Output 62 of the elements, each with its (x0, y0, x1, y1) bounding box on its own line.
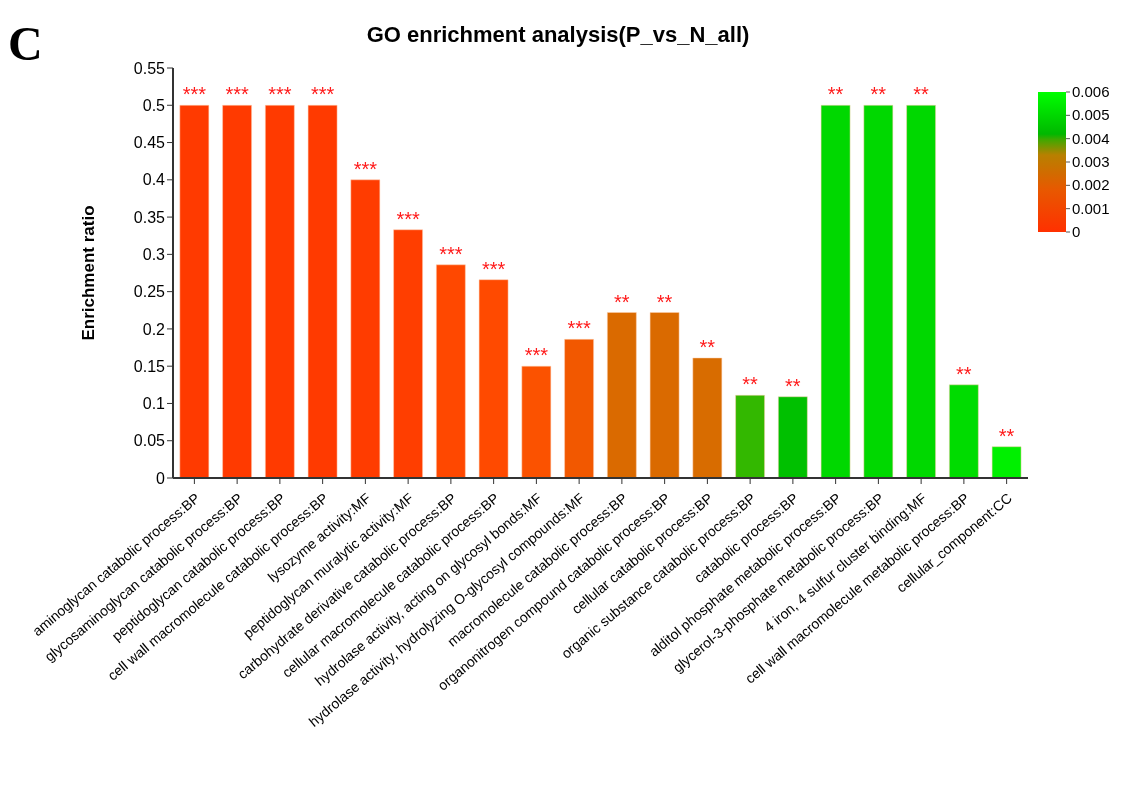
data-label: *** (396, 207, 420, 230)
color-bar-label: 0.006 (1072, 83, 1110, 100)
bar (692, 357, 723, 478)
data-label: ** (785, 374, 801, 397)
data-label: *** (524, 344, 549, 367)
data-label: ** (699, 335, 716, 358)
data-label: *** (225, 83, 249, 106)
y-axis-title: Enrichment ratio (79, 205, 99, 341)
color-bar-label: 0.002 (1072, 176, 1110, 194)
bar (991, 446, 1022, 478)
y-tick-label: 0.4 (142, 171, 166, 189)
data-label: *** (310, 83, 335, 106)
bar (863, 105, 894, 478)
data-label: ** (913, 83, 930, 106)
bar (478, 279, 509, 478)
bar (436, 264, 466, 478)
data-label: ** (827, 83, 844, 106)
data-label: ** (870, 83, 887, 106)
bar (179, 105, 210, 478)
color-bar-label: 0.003 (1072, 153, 1110, 170)
y-tick-label: 0.25 (133, 283, 166, 301)
data-label: *** (567, 317, 591, 340)
data-label: ** (956, 362, 972, 385)
data-label: *** (481, 257, 506, 280)
text: C (8, 16, 43, 71)
y-tick-label: 0.2 (142, 320, 166, 338)
y-tick-label: 0.45 (133, 134, 166, 152)
y-tick-label: 0 (156, 469, 166, 487)
y-tick-label: 0.1 (142, 395, 166, 413)
bar (564, 339, 594, 478)
color-bar-label: 0.005 (1072, 106, 1110, 124)
data-label: ** (998, 424, 1015, 447)
data-label: *** (268, 83, 292, 106)
data-label: ** (656, 290, 673, 313)
bar (521, 365, 552, 478)
bar (949, 384, 979, 478)
bar (820, 105, 851, 478)
bar (778, 396, 808, 478)
y-tick-label: 0.3 (142, 246, 166, 264)
data-label: ** (742, 373, 759, 396)
bar (265, 105, 295, 478)
data-label: ** (614, 290, 630, 313)
bar (393, 229, 423, 478)
bar (906, 105, 936, 478)
color-bar-label: 0 (1072, 223, 1081, 240)
bar (649, 312, 680, 478)
y-tick-label: 0.05 (133, 432, 166, 450)
bar (307, 105, 338, 478)
y-tick-label: 0.55 (133, 59, 166, 77)
chart-title: GO enrichment analysis(P_vs_N_all) (366, 22, 750, 47)
data-label: *** (439, 242, 463, 265)
y-tick-label: 0.15 (133, 357, 166, 375)
data-label: *** (182, 83, 207, 106)
color-bar-label: 0.004 (1072, 129, 1110, 147)
color-bar-label: 0.001 (1072, 199, 1110, 217)
bar (735, 395, 765, 478)
data-label: *** (353, 157, 378, 180)
bar (222, 105, 252, 478)
bar (607, 312, 637, 478)
y-tick-label: 0.35 (133, 208, 166, 226)
bar (350, 179, 381, 478)
y-tick-label: 0.5 (142, 96, 166, 114)
